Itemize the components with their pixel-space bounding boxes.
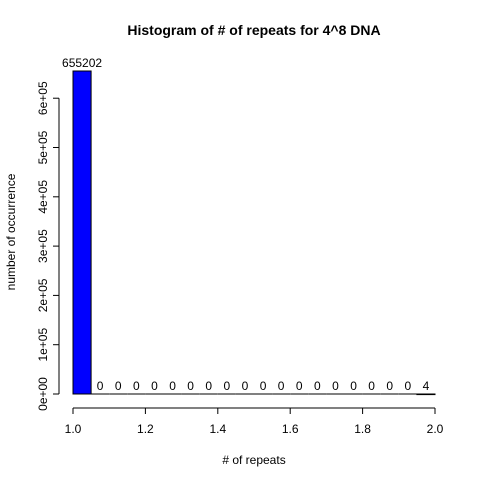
bar-data-label: 0 [368, 379, 375, 393]
bar-data-label: 0 [296, 379, 303, 393]
y-tick-label: 3e+05 [36, 229, 50, 263]
histogram-bar [416, 393, 436, 396]
bar-data-label: 0 [242, 379, 249, 393]
x-tick-label: 1.8 [354, 422, 371, 436]
y-tick-label: 2e+05 [36, 278, 50, 312]
bar-data-label: 0 [205, 379, 212, 393]
y-tick-label: 4e+05 [36, 180, 50, 214]
bar-data-label: 655202 [62, 56, 102, 70]
x-tick-label: 1.2 [137, 422, 154, 436]
bar-data-label: 0 [97, 379, 104, 393]
bar-data-label: 0 [224, 379, 231, 393]
bar-data-label: 0 [260, 379, 267, 393]
bar-data-label: 0 [115, 379, 122, 393]
y-tick-label: 6e+05 [36, 81, 50, 115]
bar-data-label: 0 [386, 379, 393, 393]
histogram-bar [72, 70, 92, 395]
bar-data-label: 4 [423, 379, 430, 393]
bar-data-label: 0 [278, 379, 285, 393]
bar-data-label: 0 [169, 379, 176, 393]
x-tick-label: 1.4 [209, 422, 226, 436]
bar-data-label: 0 [314, 379, 321, 393]
bar-data-label: 0 [133, 379, 140, 393]
bar-data-label: 0 [151, 379, 158, 393]
bar-data-label: 0 [350, 379, 357, 393]
x-axis-label: # of repeats [222, 453, 285, 467]
x-tick-label: 1.6 [282, 422, 299, 436]
y-tick-label: 0e+00 [36, 377, 50, 411]
bar-data-label: 0 [187, 379, 194, 393]
chart-title: Histogram of # of repeats for 4^8 DNA [127, 22, 380, 38]
y-tick-label: 1e+05 [36, 328, 50, 362]
x-tick-label: 2.0 [427, 422, 444, 436]
bar-data-label: 0 [332, 379, 339, 393]
bar-data-label: 0 [405, 379, 412, 393]
x-tick-label: 1.0 [65, 422, 82, 436]
y-tick-label: 5e+05 [36, 130, 50, 164]
y-axis-label: number of occurrence [4, 173, 18, 290]
